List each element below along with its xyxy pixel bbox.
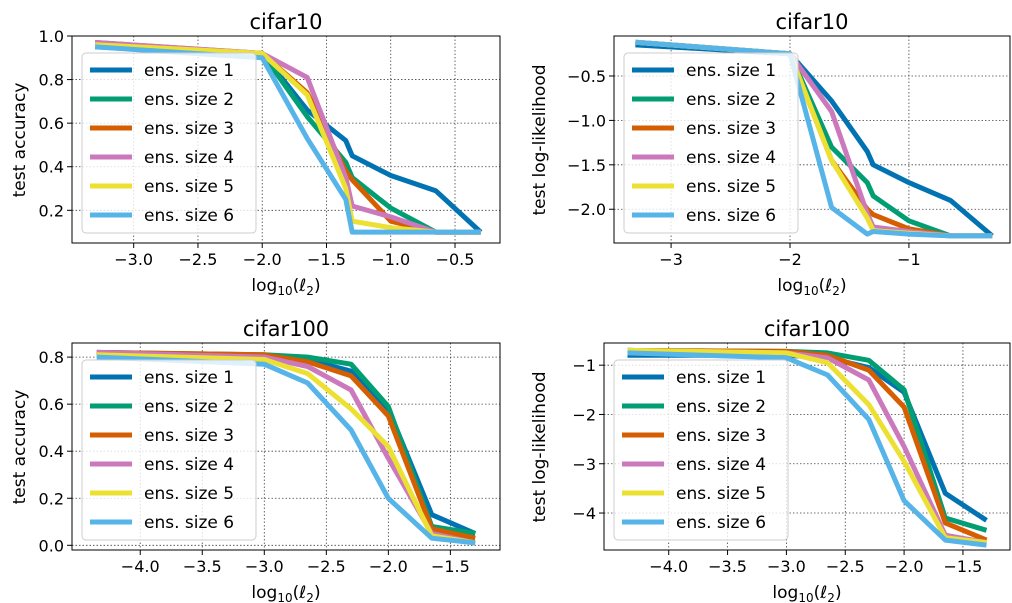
y-tick-label: 0.6 xyxy=(39,114,64,133)
ticks: −4.0 −3.5 −3.0 −2.5 −2.0 −1.5 −4 −3 −2 −1 xyxy=(572,356,982,576)
y-tick-label: 0.8 xyxy=(39,71,64,90)
series-layer xyxy=(627,347,988,548)
x-tick-label: −2.5 xyxy=(179,250,218,269)
x-tick-label: −3.5 xyxy=(708,557,747,576)
legend: ens. size 1 ens. size 2 ens. size 3 ens. si… xyxy=(613,359,789,541)
chart-title: cifar10 xyxy=(776,10,849,34)
y-tick-label: 0.8 xyxy=(39,348,64,367)
x-tick-label: −3.0 xyxy=(114,250,153,269)
y-axis-label: test accuracy xyxy=(10,390,30,505)
legend: ens. size 1 ens. size 2 ens. size 3 ens. si… xyxy=(623,52,799,234)
series-line-6 xyxy=(96,354,476,546)
legend-label-2: ens. size 2 xyxy=(144,397,234,417)
legend-label-4: ens. size 4 xyxy=(686,148,776,168)
x-tick-label: −2 xyxy=(778,250,802,269)
ticks: −3 −2 −1 −2.0 −1.5 −1.0 −0.5 xyxy=(567,67,921,269)
legend-label-2: ens. size 2 xyxy=(144,90,234,110)
y-tick-label: −2.0 xyxy=(567,200,606,219)
y-axis-label: test log-likelihood xyxy=(530,371,550,522)
y-tick-label: −1.0 xyxy=(567,111,606,130)
x-tick-label: −2.0 xyxy=(885,557,924,576)
legend-label-3: ens. size 3 xyxy=(676,426,766,446)
x-tick-label: −4.0 xyxy=(649,557,688,576)
y-tick-label: 1.0 xyxy=(39,27,64,46)
legend-label-4: ens. size 4 xyxy=(144,455,234,475)
chart-title: cifar100 xyxy=(243,317,329,341)
legend-label-5: ens. size 5 xyxy=(144,177,234,197)
y-tick-label: 0.0 xyxy=(39,536,64,555)
plot-frame xyxy=(71,342,501,551)
chart-title: cifar100 xyxy=(764,317,850,341)
y-tick-label: −4 xyxy=(572,504,596,523)
x-tick-label: −4.0 xyxy=(121,557,160,576)
x-tick-label: −2.5 xyxy=(307,557,346,576)
legend-label-5: ens. size 5 xyxy=(676,484,766,504)
plot-frame xyxy=(603,342,1011,551)
legend-label-1: ens. size 1 xyxy=(676,368,766,388)
y-tick-label: −1.5 xyxy=(567,156,606,175)
y-tick-label: 0.2 xyxy=(39,201,64,220)
legend-label-2: ens. size 2 xyxy=(686,90,776,110)
chart-title: cifar10 xyxy=(250,10,323,34)
x-tick-label: −1.5 xyxy=(307,250,346,269)
y-tick-label: 0.2 xyxy=(39,489,64,508)
chart-panel-cifar100-loglik: cifar100 −4.0 −3.5 −3.0 −2.5 −2.0 −1.5−4−3−2−… xyxy=(530,317,1011,603)
chart-panel-cifar100-accuracy: cifar100 −4.0 −3.5 −3.0 −2.5 −2.0 −1.5 0.0 0.2 0… xyxy=(10,317,501,603)
y-tick-label: 0.6 xyxy=(39,395,64,414)
y-tick-label: −2 xyxy=(572,405,596,424)
legend-label-5: ens. size 5 xyxy=(686,177,776,197)
ticks: −4.0 −3.5 −3.0 −2.5 −2.0 −1.5 0.0 0.2 0.4 0.6 0.8 xyxy=(39,348,470,576)
x-tick-label: −1.0 xyxy=(371,250,410,269)
x-axis-label: log10(ℓ2) xyxy=(251,583,320,603)
plot-frame xyxy=(613,35,1011,244)
legend-label-6: ens. size 6 xyxy=(144,206,234,226)
y-tick-label: −3 xyxy=(572,455,596,474)
chart-panel-cifar10-accuracy: cifar10 −3.0 −2.5 −2.0 −1.5 −1.0 −0.5 0.2 0.4 0.… xyxy=(10,10,501,298)
legend-label-3: ens. size 3 xyxy=(686,119,776,139)
y-tick-label: −0.5 xyxy=(567,67,606,86)
x-axis-label: log10(ℓ2) xyxy=(251,276,320,298)
x-tick-label: −1 xyxy=(897,250,921,269)
y-tick-label: 0.4 xyxy=(39,442,64,461)
chart-panel-cifar10-loglik: cifar10 −3 −2 −1 −2.0 −1.5 −1.0 −0.5 log10(ℓ2)… xyxy=(530,10,1011,298)
x-tick-label: −1.5 xyxy=(431,557,470,576)
legend-label-6: ens. size 6 xyxy=(676,513,766,533)
x-tick-label: −2.5 xyxy=(826,557,865,576)
x-tick-label: −1.5 xyxy=(943,557,982,576)
y-axis-label: test log-likelihood xyxy=(530,64,550,215)
legend-label-2: ens. size 2 xyxy=(676,397,766,417)
legend: ens. size 1 ens. size 2 ens. size 3 ens. si… xyxy=(81,52,257,234)
series-layer xyxy=(96,349,477,546)
legend-label-3: ens. size 3 xyxy=(144,119,234,139)
legend-label-1: ens. size 1 xyxy=(144,368,234,388)
ticks: −3.0 −2.5 −2.0 −1.5 −1.0 −0.5 0.2 0.4 0.6 0.8 1.0 xyxy=(39,27,475,269)
legend-label-5: ens. size 5 xyxy=(144,484,234,504)
x-tick-label: −3.0 xyxy=(767,557,806,576)
y-tick-label: 0.4 xyxy=(39,158,64,177)
x-axis-label: log10(ℓ2) xyxy=(772,583,841,603)
y-tick-label: −1 xyxy=(572,356,596,375)
legend-label-1: ens. size 1 xyxy=(686,61,776,81)
series-layer xyxy=(94,40,483,235)
legend-label-3: ens. size 3 xyxy=(144,426,234,446)
y-axis-label: test accuracy xyxy=(10,83,30,198)
plot-frame xyxy=(71,35,501,244)
legend-label-6: ens. size 6 xyxy=(144,513,234,533)
legend-label-4: ens. size 4 xyxy=(144,148,234,168)
x-tick-label: −3.0 xyxy=(245,557,284,576)
x-tick-label: −2.0 xyxy=(243,250,282,269)
x-tick-label: −0.5 xyxy=(436,250,475,269)
x-tick-label: −3 xyxy=(659,250,683,269)
legend-label-1: ens. size 1 xyxy=(144,61,234,81)
series-line-6 xyxy=(94,44,481,235)
legend-label-4: ens. size 4 xyxy=(676,455,766,475)
legend: ens. size 1 ens. size 2 ens. size 3 ens. si… xyxy=(81,359,257,541)
x-axis-label: log10(ℓ2) xyxy=(777,276,846,298)
x-tick-label: −2.0 xyxy=(369,557,408,576)
legend-label-6: ens. size 6 xyxy=(686,206,776,226)
x-tick-label: −3.5 xyxy=(183,557,222,576)
series-line-6 xyxy=(627,350,987,548)
